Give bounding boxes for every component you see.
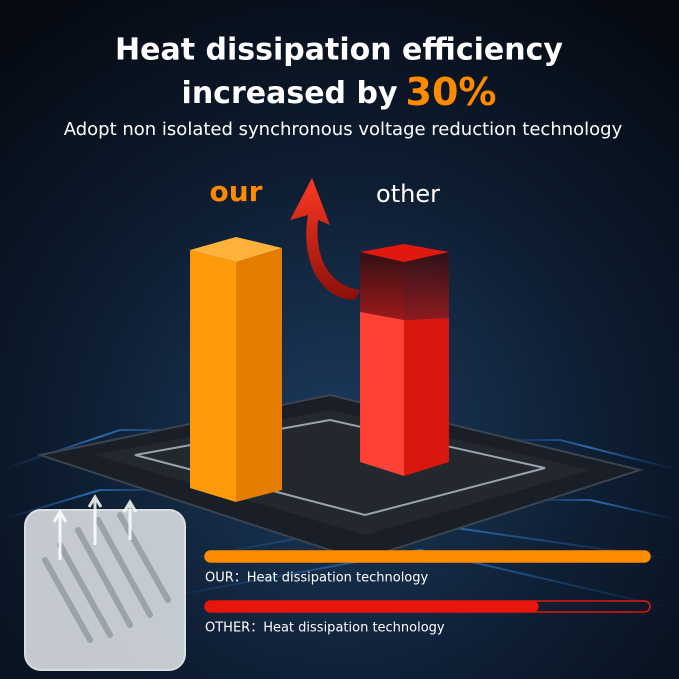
heatsink	[24, 494, 186, 671]
title-line: increased by 30%	[182, 70, 497, 114]
orange-column	[190, 237, 282, 502]
title-line: Heat dissipation efficiency	[115, 33, 563, 68]
progress-bars: OUR：Heat dissipation technology OTHER：Hea…	[204, 550, 651, 636]
column-face	[360, 312, 404, 476]
bar-label: OTHER：Heat dissipation technology	[205, 621, 445, 636]
circuit-traces	[0, 429, 679, 611]
column-top	[190, 237, 282, 262]
red-column	[360, 244, 449, 476]
arrow	[290, 178, 360, 300]
column-label: our	[210, 175, 263, 208]
column-side	[404, 318, 449, 476]
column-side	[236, 248, 282, 502]
bar-fill	[205, 551, 650, 562]
column-face	[190, 250, 236, 502]
column-top	[360, 244, 449, 262]
bar-fill	[205, 601, 539, 612]
column-ghost	[360, 252, 404, 320]
column-label: other	[376, 180, 440, 208]
bar-label: OUR：Heat dissipation technology	[205, 571, 429, 586]
column-ghost	[404, 252, 449, 320]
title-text: increased by	[182, 76, 398, 111]
subtitle: Adopt non isolated synchronous voltage r…	[64, 119, 623, 140]
title-highlight: 30%	[406, 70, 497, 114]
